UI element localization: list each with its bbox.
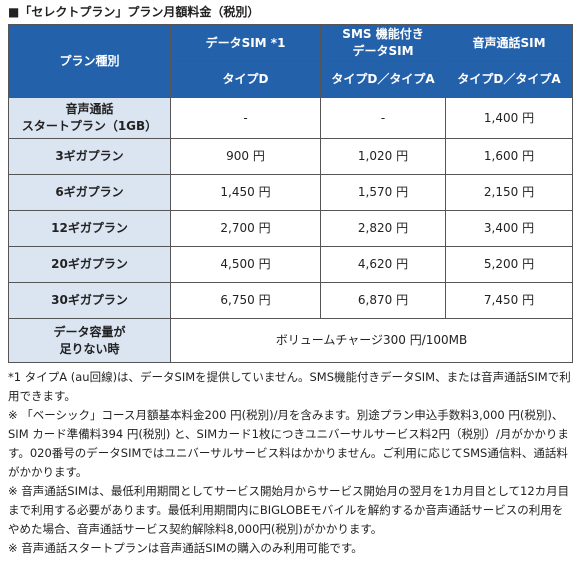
price-cell: 1,570 円 [320,174,446,211]
price-cell: 900 円 [170,138,321,175]
price-cell: 2,820 円 [320,210,446,247]
note: ※ 「ベーシック」コース月額基本料金200 円(税別)/月を含みます。別途プラン… [8,408,569,479]
price-cell: - [170,97,321,139]
header-cell: タイプD [170,61,321,98]
price-cell: 1,450 円 [170,174,321,211]
table-row: 30ギガプラン 6,750 円 6,870 円 7,450 円 [8,282,573,319]
note: ※ 音声通話SIMは、最低利用期間としてサービス開始月からサービス開始月の翌月を… [8,484,570,536]
charge-cell: ボリュームチャージ300 円/100MB [170,318,573,363]
notes: *1 タイプA (au回線)は、データSIMを提供していません。SMS機能付きデ… [8,368,572,558]
header-row: タイプD タイプD／タイプA タイプD／タイプA [9,61,573,98]
price-cell: 2,150 円 [445,174,573,211]
price-cell: 5,200 円 [445,246,573,283]
price-cell: 6,750 円 [170,282,321,319]
price-cell: - [320,97,446,139]
price-cell: 2,700 円 [170,210,321,247]
row-label: 3ギガプラン [8,138,171,175]
header-row: プラン種別 データSIM *1 SMS 機能付き データSIM 音声通話SIM [8,24,573,98]
row-label: データ容量が 足りない時 [8,318,171,363]
price-cell: 6,870 円 [320,282,446,319]
row-label: 6ギガプラン [8,174,171,211]
header-cell: データSIM *1 [170,24,321,62]
note: *1 タイプA (au回線)は、データSIMを提供していません。SMS機能付きデ… [8,370,571,403]
price-cell: 7,450 円 [445,282,573,319]
row-label: 30ギガプラン [8,282,171,319]
header-cell: タイプD／タイプA [320,61,446,98]
price-table: プラン種別 データSIM *1 SMS 機能付き データSIM 音声通話SIM タイプD… [8,24,573,363]
note: ※ 音声通話スタートプランは音声通話SIMの購入のみ利用可能です。 [8,541,363,555]
price-cell: 1,600 円 [445,138,573,175]
row-label: 12ギガプラン [8,210,171,247]
header-cell: プラン種別 [8,24,171,98]
header-cell: タイプD／タイプA [445,61,573,98]
table-row: 12ギガプラン 2,700 円 2,820 円 3,400 円 [8,210,573,247]
header-cell: SMS 機能付き データSIM [320,24,446,62]
price-cell: 1,400 円 [445,97,573,139]
price-cell: 4,620 円 [320,246,446,283]
title: ■「セレクトプラン」プラン月額料金（税別） [8,5,260,19]
table-row: 音声通話 スタートプラン（1GB） - -1,400 円 [8,97,573,139]
header-cell: 音声通話SIM [445,24,573,62]
table-row: 6ギガプラン 1,450 円 1,570 円 2,150 円 [8,174,573,211]
price-cell: 4,500 円 [170,246,321,283]
price-cell: 3,400 円 [445,210,573,247]
row-label: 音声通話 スタートプラン（1GB） [8,97,171,139]
table-row: 3ギガプラン 900 円 1,020 円 1,600 円 [8,138,573,175]
table-row: 20ギガプラン 4,500 円 4,620 円 5,200 円 [8,246,573,283]
row-label: 20ギガプラン [8,246,171,283]
table-row: データ容量が 足りない時 ボリュームチャージ300 円/100MB [8,318,573,363]
price-cell: 1,020 円 [320,138,446,175]
